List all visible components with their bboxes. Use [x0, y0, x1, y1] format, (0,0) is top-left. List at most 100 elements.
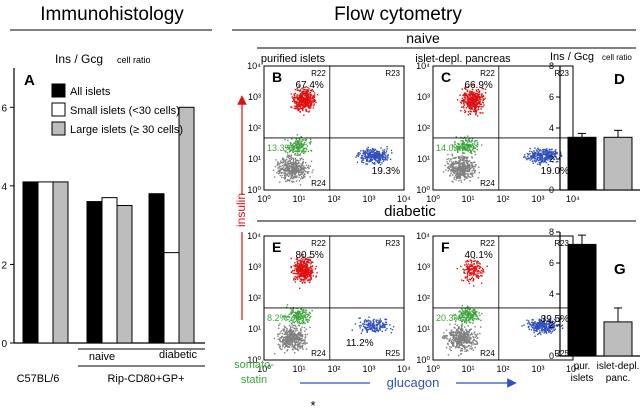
y-tick-label: 10¹	[417, 154, 430, 164]
insulin-percent: 80.5%	[295, 250, 323, 261]
x-tick-label: 10⁴	[397, 194, 411, 204]
x-tick-label: 10³	[531, 364, 544, 374]
panel-a-legend-label: All islets	[70, 86, 111, 98]
panel-g-x-label: islets	[571, 373, 594, 384]
panel-a-legend-label: Large islets (≥ 30 cells)	[70, 124, 183, 136]
panel-d-y-tick-label: 0	[549, 185, 554, 195]
y-tick-label: 10¹	[248, 324, 261, 334]
header-flow-cytometry: Flow cytometry	[334, 4, 462, 25]
panel-a-legend-label: Small islets (<30 cells)	[70, 105, 180, 117]
somatostatin-cells	[284, 134, 313, 156]
panel-a-bar	[116, 205, 133, 344]
panel-a-y-tick-label: 0	[1, 339, 7, 350]
panel-g-label: G	[614, 261, 626, 278]
panel-a-label-c57: C57BL/6	[17, 373, 60, 385]
asterisk-mark: *	[310, 398, 315, 412]
insulin-cells	[290, 253, 318, 290]
gate-label: R22	[480, 69, 495, 78]
x-tick-label: 10³	[531, 194, 544, 204]
gate-label: R22	[311, 239, 326, 248]
panel-a-chart: Ins / Gcg cell ratio A 0 2 4 6 All islets Sm…	[1, 52, 205, 385]
y-tick-label: 10⁰	[416, 185, 430, 195]
gate-label: R25	[385, 349, 400, 358]
y-tick-label: 10⁰	[247, 355, 261, 365]
y-tick-label: 10³	[248, 92, 261, 102]
somatostatin-cells	[451, 135, 483, 158]
panel-a-y-tick-label: 4	[1, 182, 7, 193]
glucagon-percent: 11.2%	[346, 338, 374, 349]
insulin-cells	[456, 84, 487, 117]
gate-label: R23	[385, 239, 400, 248]
panel-d-y-tick-label: 4	[549, 123, 554, 133]
gate-label: R25	[554, 349, 569, 358]
insulin-percent: 67.4%	[295, 80, 323, 91]
x-tick-label: 10²	[496, 194, 509, 204]
somatostatin-percent: 13.3%	[267, 143, 293, 153]
x-tick-label: 10²	[496, 364, 509, 374]
panel-d-y-tick-label: 2	[549, 154, 554, 164]
insulin-axis-label: insulin	[234, 193, 248, 227]
panel-a-y-tick-label: 6	[1, 103, 7, 114]
column-title-purified: purified islets	[261, 53, 326, 65]
panel-a-label-naive: naive	[89, 351, 115, 363]
glucagon-axis-label: glucagon	[387, 375, 440, 390]
panel-g-x-label: panc.	[606, 373, 630, 384]
x-tick-label: 10¹	[292, 194, 305, 204]
x-tick-label: 10⁴	[566, 364, 580, 374]
panel-a-bar	[22, 181, 39, 344]
panel-g-y-tick-label: 6	[549, 258, 554, 268]
panel-a-bar	[52, 181, 69, 344]
flow-plot-label: E	[272, 239, 281, 255]
panel-a-title-main: Ins / Gcg	[55, 52, 103, 66]
insulin-percent: 40.1%	[464, 250, 492, 261]
insulin-percent: 66.9%	[464, 80, 492, 91]
y-tick-label: 10³	[417, 262, 430, 272]
condition-naive: naive	[406, 30, 440, 46]
x-tick-label: 10¹	[461, 364, 474, 374]
somatostatin-cells	[281, 304, 313, 327]
x-tick-label: 10³	[362, 364, 375, 374]
panel-a-bar	[148, 193, 165, 344]
glucagon-cells	[522, 147, 563, 166]
panel-a-bar	[37, 181, 54, 344]
x-tick-label: 10⁰	[257, 364, 271, 374]
y-tick-label: 10²	[248, 293, 261, 303]
panel-g-y-tick-label: 2	[549, 320, 554, 330]
gate-label: R24	[311, 179, 326, 188]
y-tick-label: 10⁴	[247, 231, 261, 241]
x-tick-label: 10¹	[292, 364, 305, 374]
y-tick-label: 10²	[417, 293, 430, 303]
gate-label: R24	[480, 349, 495, 358]
panel-g-y-tick-label: 4	[549, 289, 554, 299]
flow-plot-label: C	[441, 69, 451, 85]
panel-g-bar	[567, 243, 597, 357]
x-tick-label: 10⁰	[257, 194, 271, 204]
y-tick-label: 10¹	[248, 154, 261, 164]
panel-g-y-tick-label: 8	[549, 227, 554, 237]
y-tick-label: 10⁴	[247, 61, 261, 71]
gray-cells	[442, 152, 480, 183]
panel-g-y-tick-label: 0	[549, 351, 554, 361]
y-tick-label: 10³	[248, 262, 261, 272]
x-tick-label: 10⁰	[426, 194, 440, 204]
y-tick-label: 10²	[248, 123, 261, 133]
somatostatin-percent: 8.2%	[267, 313, 288, 323]
y-tick-label: 10²	[417, 123, 430, 133]
panel-d-title-small: cell ratio	[602, 53, 632, 62]
panel-d-bar	[603, 136, 633, 191]
gate-label: R24	[480, 179, 495, 188]
x-tick-label: 10³	[362, 194, 375, 204]
x-tick-label: 10²	[327, 364, 340, 374]
flow-plot-label: F	[441, 239, 450, 255]
flow-plot-frame	[263, 235, 405, 361]
y-tick-label: 10⁰	[247, 185, 261, 195]
panel-d-y-tick-label: 8	[549, 61, 554, 71]
gate-label: R22	[311, 69, 326, 78]
flow-plot-label: B	[272, 69, 282, 85]
somatostatin-cells	[452, 304, 483, 327]
glucagon-percent: 19.0%	[541, 166, 569, 177]
